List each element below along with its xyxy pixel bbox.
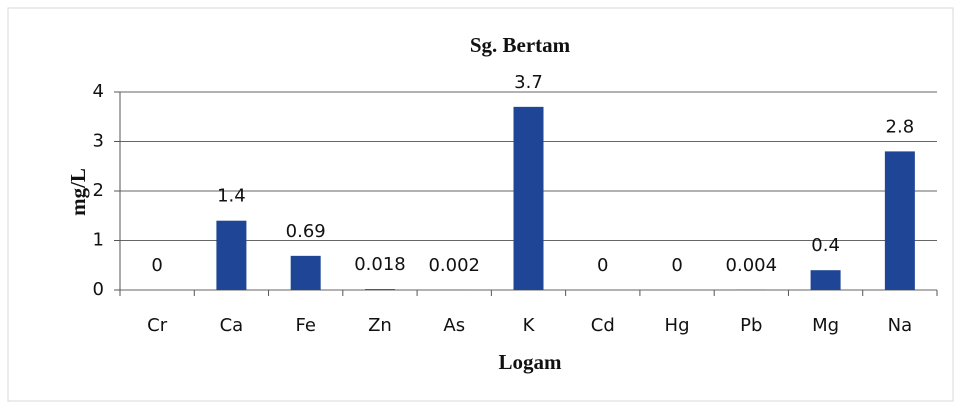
data-label: 2.8 (886, 116, 915, 137)
x-tick-label: Cr (147, 315, 168, 336)
y-tick-label: 0 (93, 279, 104, 300)
y-tick-label: 4 (93, 81, 104, 102)
bar (884, 151, 915, 290)
data-label: 0.4 (811, 235, 840, 256)
x-tick-label: Ca (220, 315, 244, 336)
chart-title: Sg. Bertam (470, 33, 571, 57)
data-label: 0.69 (286, 221, 326, 242)
y-tick-label: 3 (93, 131, 104, 152)
x-tick-label: Cd (591, 315, 615, 336)
bar (810, 270, 841, 290)
data-label: 1.4 (217, 186, 246, 207)
x-axis-label: Logam (499, 350, 563, 374)
data-label: 0 (151, 255, 162, 276)
x-tick-label: As (443, 315, 465, 336)
y-tick-label: 2 (93, 180, 104, 201)
chart-frame (7, 7, 954, 402)
bar (513, 106, 544, 290)
y-axis-label: mg/L (66, 168, 90, 216)
x-tick-label: K (523, 315, 536, 336)
x-tick-label: Na (888, 315, 913, 336)
data-label: 0.002 (428, 255, 480, 276)
y-tick-label: 1 (93, 230, 104, 251)
data-label: 0 (597, 255, 608, 276)
data-label: 0 (671, 255, 682, 276)
bar (364, 289, 395, 290)
data-label: 3.7 (514, 72, 543, 93)
bar (290, 255, 321, 290)
x-tick-label: Mg (812, 315, 839, 336)
bar (216, 220, 247, 290)
x-tick-label: Fe (295, 315, 315, 336)
x-tick-label: Zn (368, 315, 392, 336)
x-tick-label: Hg (665, 315, 690, 336)
x-tick-label: Pb (740, 315, 762, 336)
data-label: 0.004 (726, 255, 778, 276)
data-label: 0.018 (354, 254, 406, 275)
